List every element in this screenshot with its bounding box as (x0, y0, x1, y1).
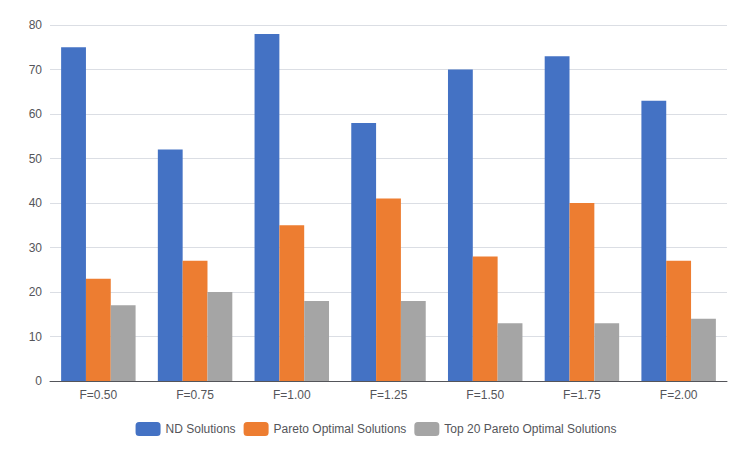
svg-text:ND Solutions: ND Solutions (166, 422, 236, 436)
svg-text:50: 50 (29, 152, 43, 166)
svg-text:F=1.00: F=1.00 (273, 388, 311, 402)
svg-text:60: 60 (29, 107, 43, 121)
svg-text:Pareto Optimal Solutions: Pareto Optimal Solutions (274, 422, 407, 436)
svg-text:10: 10 (29, 330, 43, 344)
svg-text:0: 0 (35, 374, 42, 388)
svg-text:F=2.00: F=2.00 (660, 388, 698, 402)
svg-text:F=1.50: F=1.50 (466, 388, 504, 402)
svg-text:70: 70 (29, 63, 43, 77)
svg-text:F=1.25: F=1.25 (370, 388, 408, 402)
svg-text:40: 40 (29, 196, 43, 210)
svg-text:80: 80 (29, 18, 43, 32)
svg-text:Top 20 Pareto Optimal Solution: Top 20 Pareto Optimal Solutions (444, 422, 616, 436)
svg-text:F=1.75: F=1.75 (563, 388, 601, 402)
svg-text:F=0.50: F=0.50 (80, 388, 118, 402)
svg-text:20: 20 (29, 285, 43, 299)
svg-text:F=0.75: F=0.75 (176, 388, 214, 402)
svg-text:30: 30 (29, 241, 43, 255)
